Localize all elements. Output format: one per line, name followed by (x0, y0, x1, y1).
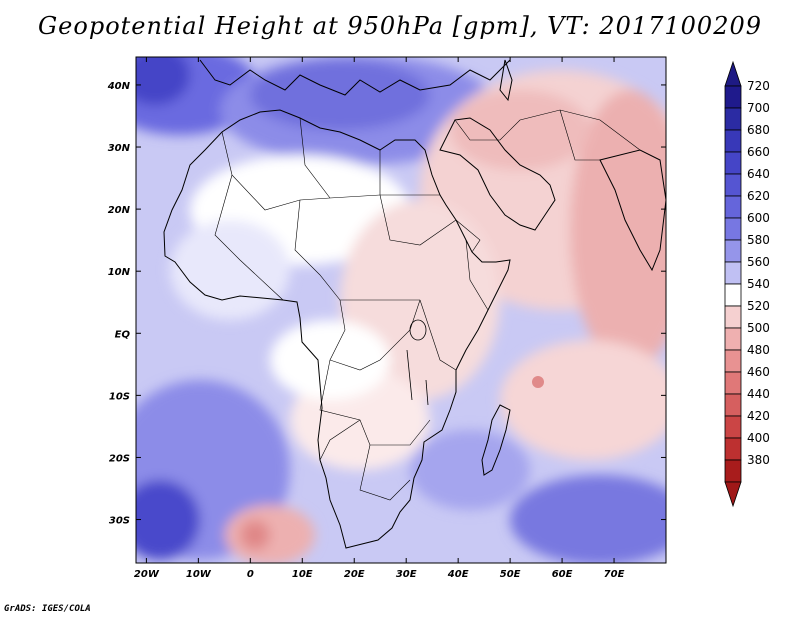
colorbar-swatch (724, 305, 742, 329)
colorbar-label: 400 (747, 431, 770, 445)
colorbar-swatch (724, 459, 742, 483)
colorbar-swatch (724, 283, 742, 307)
arabia-coastline (439, 117, 556, 231)
lat-label: 10S (109, 391, 130, 402)
colorbar-label: 520 (747, 299, 770, 313)
colorbar-swatch (724, 173, 742, 197)
field-moz-high (410, 430, 530, 510)
field-cape-low (225, 505, 315, 563)
lake-tanganyika (406, 349, 413, 401)
colorbar-label: 620 (747, 189, 770, 203)
lon-label: 60E (552, 569, 573, 580)
colorbar-swatch (724, 261, 742, 285)
longitude-axis: 20W 10W 0 10E 20E 30E 40E 50E 60E 70E (134, 57, 625, 580)
colorbar-swatch (724, 239, 742, 263)
colorbar-label: 540 (747, 277, 770, 291)
colorbar-label: 580 (747, 233, 770, 247)
coastlines (163, 59, 666, 549)
colorbar-swatch (724, 415, 742, 439)
map-title: Geopotential Height at 950hPa [gpm], VT:… (38, 12, 762, 40)
lakes (406, 319, 429, 406)
colorbar-swatch (724, 107, 742, 131)
lat-label: 30S (109, 516, 130, 527)
field-sio-high (510, 475, 666, 563)
colorbar-swatch (724, 349, 742, 373)
latitude-axis: 40N 30N 20N 10N EQ 10S 20S 30S (107, 81, 666, 527)
field-wafrica (170, 220, 290, 320)
lon-label: 0 (247, 569, 254, 580)
lat-label: 20N (108, 205, 131, 216)
lon-label: 70E (604, 569, 625, 580)
field-med-core (250, 60, 430, 130)
colorbar-label: 500 (747, 321, 770, 335)
plot-frame (135, 56, 667, 564)
colorbar-top-arrow (724, 60, 742, 87)
lat-label: EQ (115, 329, 131, 340)
colorbar-label: 700 (747, 101, 770, 115)
colorbar-label: 720 (747, 79, 770, 93)
colorbar-swatch (724, 437, 742, 461)
lon-label: 10E (292, 569, 313, 580)
lon-label: 20W (134, 569, 160, 580)
lat-label: 20S (109, 453, 130, 464)
height-field (136, 57, 666, 563)
colorbar-swatch (724, 371, 742, 395)
india-coastline (599, 149, 666, 272)
colorbar-swatch (724, 217, 742, 241)
field-io-low (500, 340, 666, 460)
colorbar-swatch (724, 129, 742, 153)
africa-coastline (163, 109, 511, 549)
grads-credit: GrADS: IGES/COLA (4, 604, 91, 614)
colorbar-label: 380 (747, 453, 770, 467)
caspian-coastline (499, 59, 513, 102)
colorbar-swatch (724, 195, 742, 219)
lake-malawi (425, 379, 429, 406)
field-nw-core (136, 57, 190, 105)
lon-label: 10W (186, 569, 212, 580)
political-borders (214, 109, 641, 501)
colorbar-label: 440 (747, 387, 770, 401)
colorbar-label: 640 (747, 167, 770, 181)
lat-label: 10N (108, 267, 131, 278)
madagascar-coastline (481, 404, 511, 476)
colorbar-bottom-arrow (724, 481, 742, 508)
lake-victoria (409, 319, 427, 341)
colorbar-label: 420 (747, 409, 770, 423)
colorbar-label: 600 (747, 211, 770, 225)
colorbar-label: 680 (747, 123, 770, 137)
europe-coastline (199, 59, 511, 96)
colorbar-swatch (724, 85, 742, 109)
field-satl-core (136, 480, 200, 560)
colorbar-swatch (724, 327, 742, 351)
colorbar-label: 480 (747, 343, 770, 357)
colorbar-label: 560 (747, 255, 770, 269)
field-iran-low (450, 90, 590, 170)
lat-label: 30N (108, 143, 131, 154)
field-mauritius-low (532, 376, 544, 388)
colorbar-swatch (724, 393, 742, 417)
field-cape-core (240, 520, 270, 550)
lat-label: 40N (107, 81, 131, 92)
colorbar-label: 660 (747, 145, 770, 159)
lon-label: 30E (396, 569, 417, 580)
lon-label: 50E (500, 569, 521, 580)
colorbar-swatch (724, 151, 742, 175)
colorbar: 720 700 680 660 640 620 600 580 560 540 520 500 480 4… (724, 60, 770, 508)
lon-label: 40E (447, 569, 469, 580)
lon-label: 20E (344, 569, 365, 580)
colorbar-label: 460 (747, 365, 770, 379)
